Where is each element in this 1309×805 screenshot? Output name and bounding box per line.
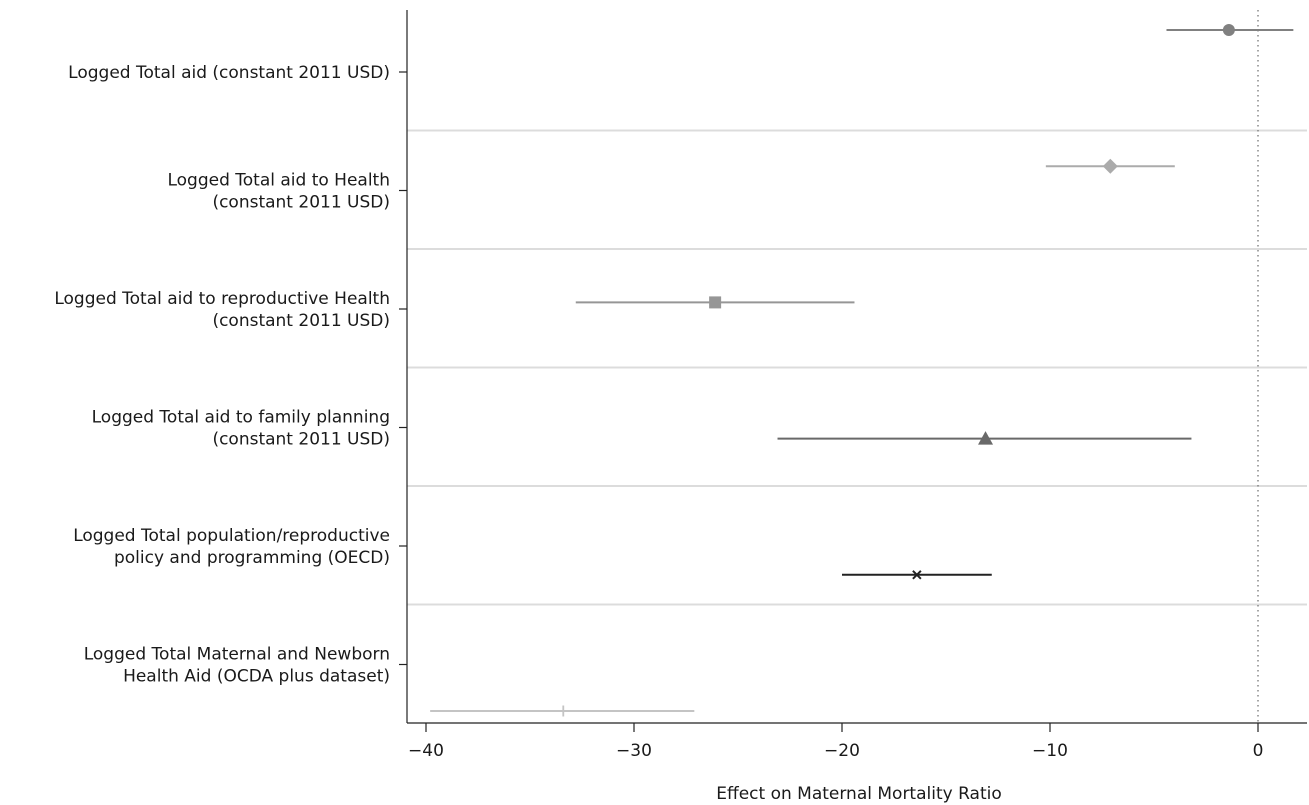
x-tick-label: −40	[408, 741, 444, 761]
category-labels: Logged Total aid (constant 2011 USD) Logg…	[54, 63, 390, 687]
category-label: Logged Total aid to Health	[167, 171, 390, 191]
category-label: (constant 2011 USD)	[212, 193, 390, 213]
x-tick-label: 0	[1253, 741, 1264, 761]
category-label: (constant 2011 USD)	[212, 311, 390, 331]
category-label: Logged Total aid to family planning	[92, 408, 390, 428]
x-tick-label: −30	[616, 741, 652, 761]
category-label: Logged Total aid to reproductive Health	[54, 289, 390, 309]
point-estimate	[709, 296, 722, 309]
point-estimate	[1102, 158, 1118, 174]
y-axis-ticks	[399, 71, 407, 666]
x-tick-label: −20	[824, 741, 860, 761]
point-estimate	[912, 570, 922, 580]
category-label: Logged Total Maternal and Newborn	[84, 645, 390, 665]
x-tick-label: −10	[1032, 741, 1068, 761]
estimate-marks	[430, 24, 1294, 717]
row-separators	[407, 129, 1307, 606]
category-label: (constant 2011 USD)	[212, 430, 390, 450]
category-label: policy and programming (OECD)	[114, 548, 390, 568]
category-label: Logged Total population/reproductive	[73, 526, 390, 546]
point-estimate	[978, 431, 994, 445]
point-estimate	[1222, 24, 1235, 36]
x-axis-title: Effect on Maternal Mortality Ratio	[716, 784, 1002, 804]
category-label: Health Aid (OCDA plus dataset)	[123, 667, 390, 687]
category-label: Logged Total aid (constant 2011 USD)	[68, 63, 390, 83]
x-axis-ticks: −40 −30 −20 −10 0	[408, 723, 1263, 761]
